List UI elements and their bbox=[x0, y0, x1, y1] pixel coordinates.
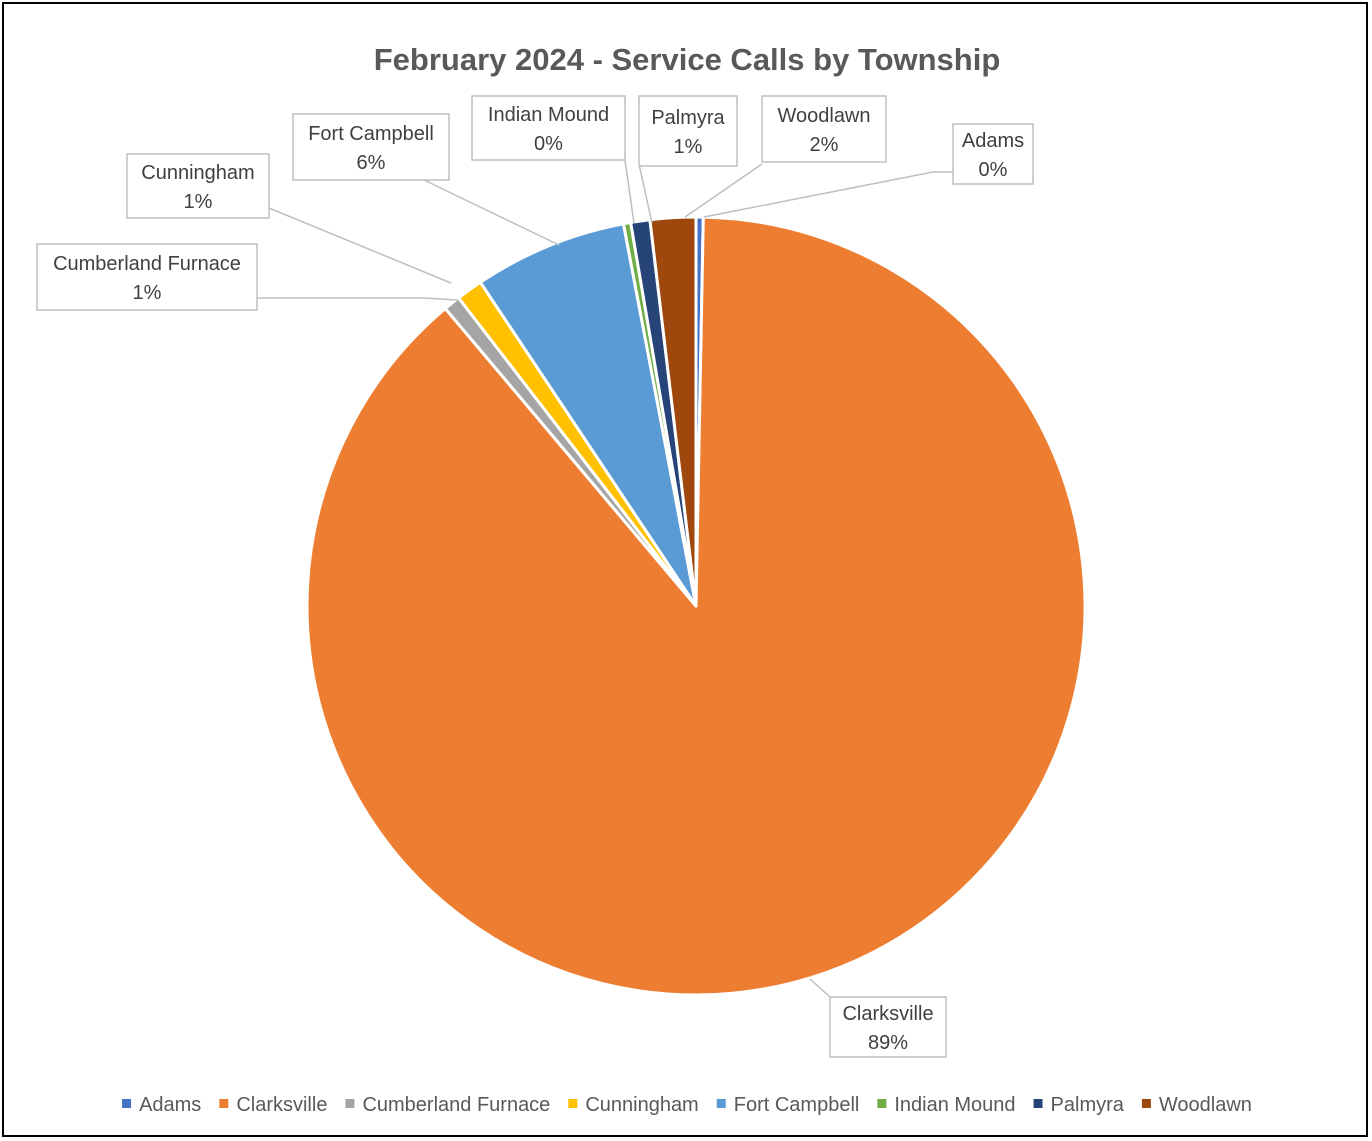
data-label-box bbox=[761, 95, 887, 163]
chart-title: February 2024 - Service Calls by Townshi… bbox=[374, 42, 1001, 77]
legend-item-indian-mound: Indian Mound bbox=[877, 1094, 1016, 1116]
leader-line-cunningham bbox=[268, 207, 452, 284]
legend-label: Clarksville bbox=[236, 1094, 327, 1116]
data-label-box bbox=[292, 113, 450, 181]
data-label-percent: 1% bbox=[133, 282, 162, 304]
legend-swatch bbox=[345, 1099, 355, 1108]
legend-label: Palmyra bbox=[1051, 1094, 1125, 1116]
leader-line-cumberland-furnace bbox=[257, 297, 459, 301]
pie-chart: February 2024 - Service Calls by Townshi… bbox=[36, 42, 1252, 1116]
data-label-palmyra: Palmyra 1% bbox=[638, 95, 738, 167]
legend-label: Woodlawn bbox=[1159, 1094, 1252, 1116]
data-label-category: Fort Campbell bbox=[308, 123, 434, 145]
legend-item-clarksville: Clarksville bbox=[219, 1094, 327, 1116]
data-label-category: Woodlawn bbox=[777, 105, 870, 127]
data-label-clarksville: Clarksville 89% bbox=[829, 996, 947, 1058]
label-leader-lines bbox=[257, 159, 953, 998]
legend-item-fort-campbell: Fort Campbell bbox=[716, 1094, 860, 1116]
data-label-percent: 6% bbox=[357, 152, 386, 174]
data-label-box bbox=[126, 153, 270, 219]
data-label-box bbox=[471, 95, 626, 161]
data-label-adams: Adams 0% bbox=[952, 123, 1034, 185]
data-label-category: Adams bbox=[962, 130, 1024, 152]
legend-item-cunningham: Cunningham bbox=[568, 1094, 699, 1116]
data-label-category: Cunningham bbox=[141, 162, 254, 184]
legend-item-palmyra: Palmyra bbox=[1033, 1094, 1125, 1116]
data-label-percent: 2% bbox=[810, 134, 839, 156]
data-label-box bbox=[638, 95, 738, 167]
legend-label: Indian Mound bbox=[894, 1094, 1015, 1116]
leader-line-fort-campbell bbox=[423, 179, 560, 246]
legend-item-adams: Adams bbox=[122, 1094, 201, 1116]
data-label-woodlawn: Woodlawn 2% bbox=[761, 95, 887, 163]
data-label-category: Cumberland Furnace bbox=[53, 253, 241, 275]
legend-label: Cumberland Furnace bbox=[362, 1094, 550, 1116]
data-label-box bbox=[36, 243, 258, 311]
data-label-percent: 89% bbox=[868, 1032, 908, 1054]
pie-slice-woodlawn bbox=[648, 215, 698, 608]
leader-line-palmyra bbox=[638, 163, 653, 224]
legend-swatch bbox=[716, 1099, 726, 1108]
legend-label: Cunningham bbox=[585, 1094, 698, 1116]
data-label-box bbox=[952, 123, 1034, 185]
legend-swatch bbox=[1033, 1099, 1043, 1108]
legend-swatch bbox=[568, 1099, 578, 1108]
legend-swatch bbox=[219, 1099, 229, 1108]
data-label-percent: 1% bbox=[674, 136, 703, 158]
legend: Adams Clarksville Cumberland Furnace Cunnin… bbox=[122, 1094, 1252, 1116]
data-label-category: Indian Mound bbox=[488, 104, 609, 126]
data-label-percent: 0% bbox=[534, 133, 563, 155]
pie-slices bbox=[305, 215, 1087, 997]
legend-swatch bbox=[1141, 1099, 1151, 1108]
pie-slice-fort-campbell bbox=[478, 222, 698, 608]
data-labels: Adams 0% Clarksville 89% Cumberland Furnace 1… bbox=[36, 95, 1034, 1058]
legend-swatch bbox=[877, 1099, 887, 1108]
leader-line-clarksville bbox=[809, 978, 831, 998]
legend-item-woodlawn: Woodlawn bbox=[1141, 1094, 1252, 1116]
data-label-indian-mound: Indian Mound 0% bbox=[471, 95, 626, 161]
data-label-cunningham: Cunningham 1% bbox=[126, 153, 270, 219]
data-label-category: Clarksville bbox=[842, 1003, 933, 1025]
data-label-fort-campbell: Fort Campbell 6% bbox=[292, 113, 450, 181]
leader-line-indian-mound bbox=[624, 159, 635, 224]
legend-swatch bbox=[122, 1099, 132, 1108]
data-label-percent: 1% bbox=[184, 191, 213, 213]
data-label-cumberland-furnace: Cumberland Furnace 1% bbox=[36, 243, 258, 311]
leader-line-woodlawn bbox=[684, 163, 763, 218]
data-label-category: Palmyra bbox=[651, 107, 725, 129]
legend-label: Adams bbox=[139, 1094, 201, 1116]
leader-line-adams bbox=[703, 171, 953, 218]
legend-label: Fort Campbell bbox=[734, 1094, 860, 1116]
data-label-box bbox=[829, 996, 947, 1058]
legend-item-cumberland-furnace: Cumberland Furnace bbox=[345, 1094, 550, 1116]
data-label-percent: 0% bbox=[979, 159, 1008, 181]
